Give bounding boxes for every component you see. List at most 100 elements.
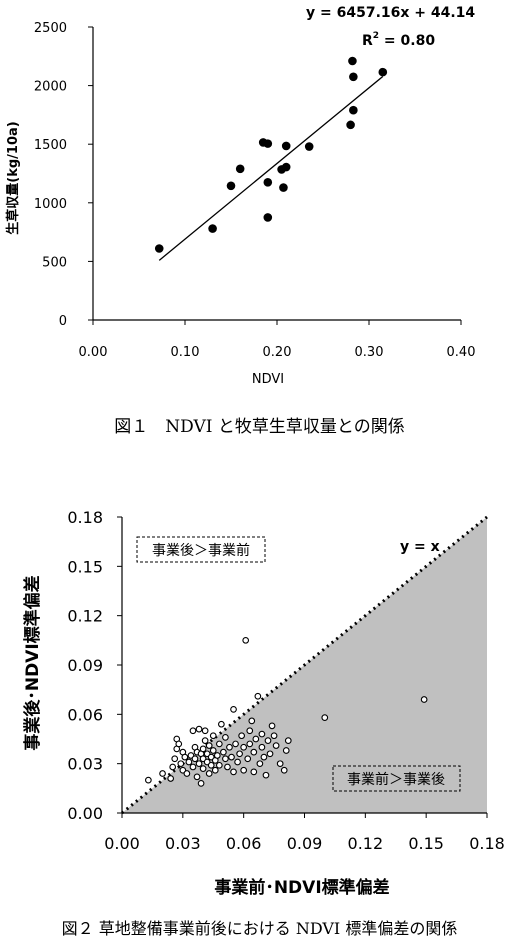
chart2-data-point — [246, 727, 254, 735]
chart2-data-point — [197, 780, 205, 787]
chart1-data-point — [263, 177, 273, 187]
chart2-data-point — [270, 732, 278, 740]
chart1-data-point — [235, 164, 245, 174]
chart2-data-point — [209, 747, 217, 754]
chart2-data-point — [195, 760, 203, 768]
chart2-y-axis-label: 事業後･NDVI標準偏差 — [22, 575, 43, 750]
chart1-x-tick-label: 0.00 — [79, 345, 108, 360]
chart2-data-point — [189, 763, 197, 771]
chart2-data-point — [185, 758, 193, 766]
chart2-x-tick-label: 0.03 — [165, 834, 201, 853]
chart1-data-point — [348, 56, 357, 66]
chart1-regression-line — [158, 75, 384, 261]
chart2-data-point — [181, 753, 189, 761]
chart2-data-point — [201, 727, 209, 735]
chart2-data-point — [321, 714, 329, 721]
chart2-data-point — [222, 734, 229, 741]
chart1-x-tick-label: 0.20 — [263, 345, 292, 360]
chart2-x-axis-label: 事業前･NDVI標準偏差 — [214, 877, 389, 898]
chart2-y-tick-label: 0.15 — [67, 557, 103, 576]
chart2-x-tick-label: 0.06 — [226, 834, 262, 853]
chart2-x-tick-label: 0.09 — [287, 834, 323, 853]
chart2-data-point — [232, 740, 239, 748]
chart2-x-tick-label: 0.12 — [348, 834, 384, 853]
chart2-data-point — [220, 748, 227, 756]
chart2-data-point — [193, 773, 201, 781]
chart2-data-point — [199, 745, 207, 753]
chart1-y-tick-label: 2500 — [34, 21, 67, 36]
chart1-data-point — [349, 72, 358, 82]
chart1-y-tick-label: 1500 — [34, 138, 67, 153]
chart2-data-point — [228, 753, 235, 761]
figure1-caption: 図１ NDVI と牧草生草収量との関係 — [114, 417, 405, 437]
chart1-data-point — [304, 142, 314, 151]
chart2-data-point — [167, 775, 175, 782]
chart2-data-point — [201, 737, 209, 744]
chart1-data-point — [263, 213, 273, 222]
chart1-data-point — [378, 67, 388, 77]
chart2-lower-label-box — [332, 765, 461, 792]
chart1-x-tick-label: 0.10 — [171, 345, 200, 360]
chart2-data-point — [282, 747, 290, 754]
chart2-data-point — [199, 765, 207, 772]
chart2-x-tick-label: 0.18 — [469, 834, 505, 853]
chart1-data-point — [349, 105, 358, 115]
chart2-data-point — [215, 740, 223, 748]
chart2-y-tick-label: 0.03 — [67, 755, 103, 774]
chart2-data-point — [252, 735, 260, 743]
ndvi-yield-chart: 0.00 0.10 0.20 0.30 0.40 0 500 1000 1500 2000 2500… — [5, 5, 475, 387]
chart2-data-point — [205, 770, 213, 777]
chart2-data-point — [258, 730, 266, 738]
chart2-data-point — [222, 755, 229, 763]
ndvi-sd-chart: 0.00 0.03 0.06 0.09 0.12 0.15 0.18 0.00 0.03 0.06… — [22, 508, 505, 898]
chart2-data-point — [242, 636, 250, 644]
chart2-data-point — [420, 696, 428, 703]
chart2-data-point — [266, 750, 274, 758]
chart1-axes — [92, 27, 461, 321]
chart1-data-point — [281, 162, 291, 172]
chart2-data-point — [169, 763, 177, 771]
chart2-data-point — [284, 737, 292, 744]
chart2-data-point — [230, 706, 237, 713]
chart2-data-point — [248, 717, 256, 725]
chart2-data-point — [254, 692, 262, 700]
chart1-data-point — [226, 181, 236, 191]
chart2-y-tick-label: 0.18 — [67, 508, 103, 527]
chart2-data-point — [268, 722, 276, 730]
chart2-data-point — [209, 732, 217, 740]
chart1-y-tick-label: 0 — [59, 314, 67, 329]
chart2-data-point — [218, 720, 225, 728]
chart2-data-point — [238, 732, 245, 740]
chart1-x-axis-label: NDVI — [252, 372, 284, 387]
figure2-caption: 図２ 草地整備事業前後における NDVI 標準偏差の関係 — [61, 919, 458, 938]
chart2-data-point — [264, 737, 272, 744]
chart2-data-point — [240, 743, 248, 751]
chart1-y-axis-label: 生草収量(kg/10a) — [5, 121, 21, 234]
chart1-y-tick-label: 500 — [42, 255, 67, 270]
chart2-data-point — [215, 761, 223, 769]
chart1-x-tick-label: 0.30 — [355, 345, 384, 360]
chart2-data-point — [224, 763, 231, 771]
chart2-data-point — [280, 766, 288, 774]
chart2-upper-label: 事業後＞事業前 — [152, 542, 250, 559]
chart2-data-point — [175, 740, 183, 748]
chart2-data-point — [177, 760, 185, 768]
chart2-data-point — [250, 748, 258, 756]
chart2-y-tick-label: 0.09 — [67, 656, 103, 675]
chart2-data-point — [159, 770, 166, 777]
chart1-equation: y = 6457.16x + 44.14 — [306, 5, 475, 21]
chart1-data-point — [208, 224, 217, 233]
chart2-data-point — [171, 755, 179, 763]
chart1-data-point — [281, 141, 291, 151]
chart1-y-tick-label: 1000 — [34, 197, 67, 212]
chart2-data-point — [256, 760, 264, 768]
chart2-y-tick-label: 0.06 — [67, 705, 103, 724]
chart2-data-point — [244, 755, 252, 763]
chart2-lower-label: 事業前＞事業後 — [347, 771, 445, 788]
chart2-data-point — [189, 727, 197, 735]
chart2-data-point — [272, 742, 280, 749]
chart2-ticks: 0.00 0.03 0.06 0.09 0.12 0.15 0.18 0.00 0.03 0.06… — [67, 508, 504, 853]
chart2-upper-label-box — [136, 536, 266, 563]
chart2-data-point — [246, 740, 254, 748]
chart2-data-point — [236, 750, 243, 758]
